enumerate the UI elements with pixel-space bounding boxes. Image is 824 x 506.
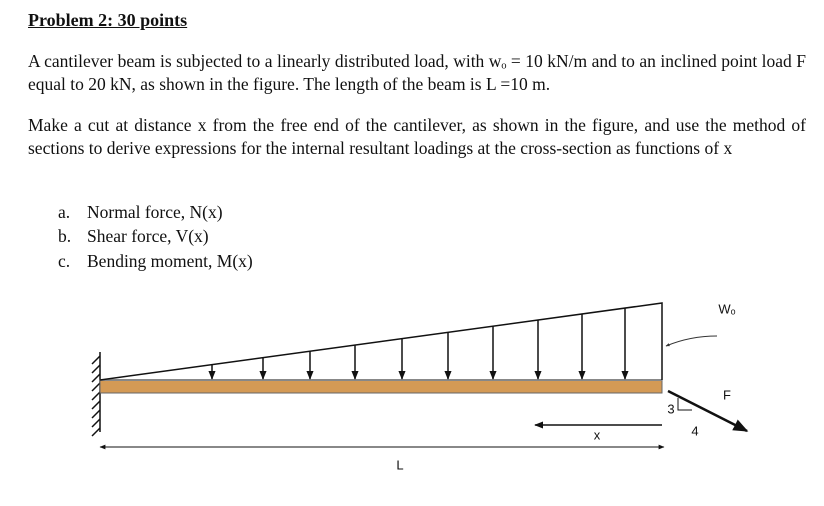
hatch — [91, 355, 101, 365]
list-text: Shear force, V(x) — [87, 226, 209, 246]
force-label: F — [723, 387, 731, 402]
load-label: Wₒ — [718, 301, 735, 316]
hatch — [91, 400, 101, 410]
list-text: Bending moment, M(x) — [87, 251, 253, 271]
list-text: Normal force, N(x) — [87, 202, 223, 222]
hatch — [91, 373, 101, 383]
length-label: L — [396, 457, 403, 472]
force-arrow — [667, 389, 749, 433]
fixed-support — [91, 352, 101, 437]
hatch — [91, 364, 101, 374]
list-marker: b. — [58, 226, 72, 246]
list-item: b. Shear force, V(x) — [58, 226, 209, 247]
slope-triangle — [677, 398, 692, 411]
list-marker: c. — [58, 251, 71, 271]
paragraph: A cantilever beam is subjected to a line… — [28, 51, 806, 94]
slope-run: 4 — [691, 423, 698, 438]
hatch — [91, 418, 101, 428]
list-item: c. Bending moment, M(x) — [58, 251, 253, 272]
beam — [99, 379, 663, 394]
hatch — [91, 382, 101, 392]
cut-label: x — [594, 427, 601, 442]
hatch — [91, 391, 101, 401]
heading: Problem 2: 30 points — [28, 10, 188, 30]
paragraph: Make a cut at distance x from the free e… — [28, 115, 806, 158]
hatch — [91, 427, 101, 437]
load-distribution — [99, 302, 663, 381]
slope-rise: 3 — [667, 401, 674, 416]
hatch — [91, 409, 101, 419]
list-item: a. Normal force, N(x) — [58, 202, 223, 223]
list-marker: a. — [58, 202, 71, 222]
leader-line — [665, 335, 718, 347]
